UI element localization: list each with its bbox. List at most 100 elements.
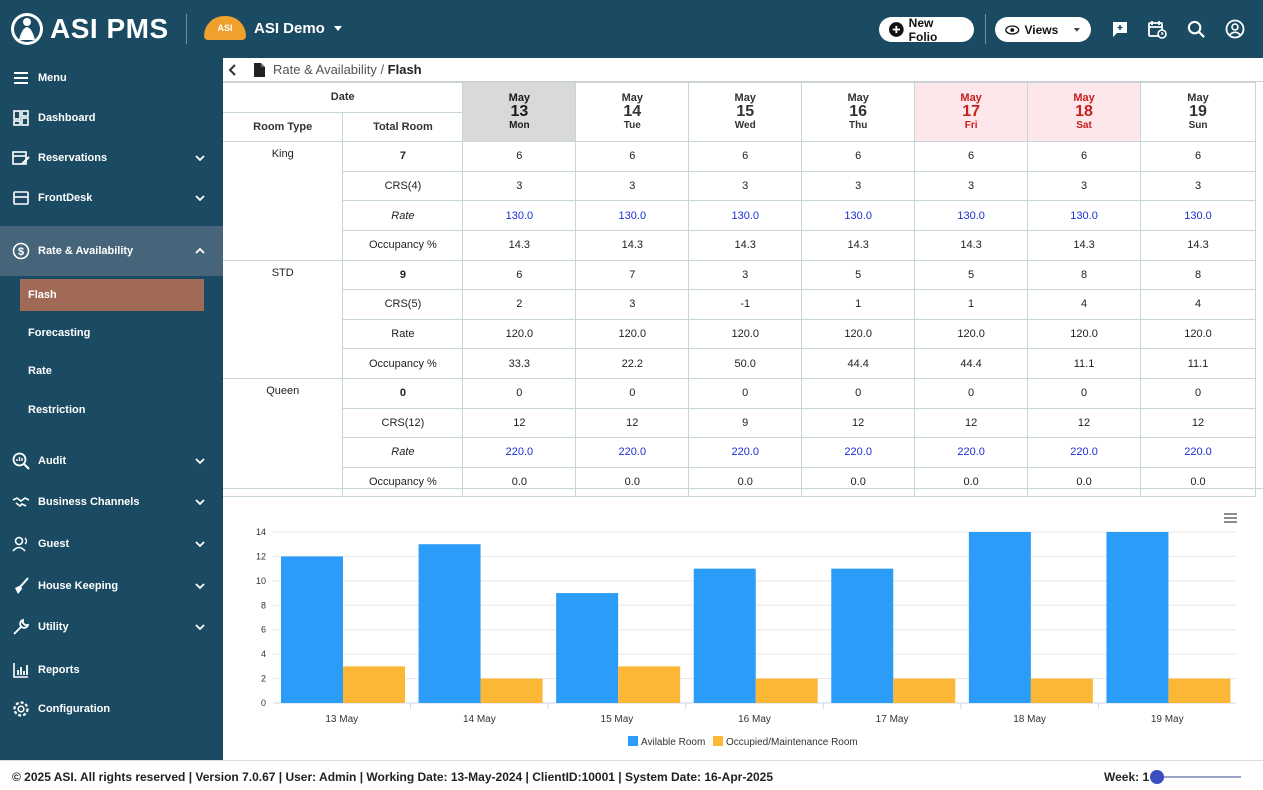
chart-bar bbox=[556, 593, 619, 703]
grid-cell[interactable]: 220.0 bbox=[1140, 437, 1256, 468]
grid-cell: 33.3 bbox=[462, 348, 577, 379]
grid-cell[interactable]: 220.0 bbox=[914, 437, 1029, 468]
sidebar-item-menu[interactable]: Menu bbox=[0, 58, 223, 98]
grid-cell: 44.4 bbox=[801, 348, 916, 379]
main-content: Rate & Availability / Flash Date May 13 Mo… bbox=[223, 58, 1263, 760]
chart-bar bbox=[618, 666, 681, 703]
grid-cell: 14.3 bbox=[1027, 229, 1142, 261]
grid-cell[interactable]: 120.0 bbox=[914, 318, 1029, 350]
grid-cell[interactable]: 220.0 bbox=[688, 437, 803, 468]
y-tick-label: 2 bbox=[261, 674, 266, 684]
grid-cell: 9 bbox=[688, 407, 803, 439]
y-tick-label: 8 bbox=[261, 600, 266, 610]
x-tick-label: 16 May bbox=[738, 714, 771, 725]
sidebar-item-business-channels[interactable]: Business Channels bbox=[0, 482, 223, 522]
chart-menu-icon[interactable] bbox=[1224, 513, 1237, 523]
grid-cell[interactable]: 220.0 bbox=[1027, 437, 1142, 468]
week-slider[interactable]: Week: 1 bbox=[1104, 769, 1244, 785]
y-tick-label: 14 bbox=[256, 527, 266, 537]
grid-cell[interactable]: 130.0 bbox=[914, 200, 1029, 231]
date-weekday: Mon bbox=[509, 120, 530, 132]
legend-item[interactable]: Occupied/Maintenance Room bbox=[713, 736, 858, 748]
sidebar-item-label: Guest bbox=[38, 538, 70, 550]
grid-cell: 0 bbox=[575, 377, 690, 409]
grid-cell[interactable]: 120.0 bbox=[1140, 318, 1256, 350]
grid-cell[interactable]: 130.0 bbox=[1140, 200, 1256, 231]
sidebar-subitem-flash[interactable]: Flash bbox=[20, 279, 204, 311]
chevron-down-icon bbox=[195, 624, 205, 631]
calendar-clock-icon[interactable] bbox=[1146, 18, 1168, 40]
grid-cell[interactable]: 120.0 bbox=[462, 318, 577, 350]
chevron-down-icon bbox=[195, 195, 205, 202]
grid-cell: 0.0 bbox=[1027, 466, 1142, 498]
chart-bar bbox=[343, 666, 405, 703]
date-column-header[interactable]: May 18 Sat bbox=[1027, 81, 1142, 143]
property-selector[interactable]: ASI ASI Demo bbox=[204, 16, 343, 40]
total-room-row: King 7 6 6 6 6 6 6 6 bbox=[223, 141, 1256, 261]
sidebar-item-guest[interactable]: Guest bbox=[0, 524, 223, 564]
grid-cell: 14.3 bbox=[914, 229, 1029, 261]
sidebar-item-house-keeping[interactable]: House Keeping bbox=[0, 566, 223, 606]
logo-person-icon bbox=[11, 13, 43, 45]
grid-cell[interactable]: 120.0 bbox=[1027, 318, 1142, 350]
grid-cell: 12 bbox=[1027, 407, 1142, 439]
legend-item[interactable]: Avilable Room bbox=[628, 736, 705, 748]
eye-icon bbox=[1005, 24, 1020, 35]
grid-cell: 12 bbox=[1140, 407, 1256, 439]
date-weekday: Tue bbox=[623, 120, 641, 132]
sidebar-item-frontdesk[interactable]: FrontDesk bbox=[0, 178, 223, 218]
sidebar-item-dashboard[interactable]: Dashboard bbox=[0, 98, 223, 138]
date-column-header[interactable]: May 16 Thu bbox=[801, 81, 916, 143]
date-column-header[interactable]: May 13 Mon bbox=[462, 81, 577, 143]
week-slider-track[interactable] bbox=[1149, 769, 1244, 785]
caret-down-icon bbox=[333, 26, 342, 31]
search-icon[interactable] bbox=[1185, 18, 1207, 40]
footer-info: © 2025 ASI. All rights reserved | Versio… bbox=[12, 770, 774, 784]
sidebar-item-audit[interactable]: Audit bbox=[0, 441, 223, 481]
sidebar-item-reservations[interactable]: Reservations bbox=[0, 138, 223, 178]
crs-row: CRS(5) 2 3 -1 1 1 4 4 bbox=[223, 289, 1256, 320]
grid-cell[interactable]: 130.0 bbox=[575, 200, 690, 231]
grid-cell[interactable]: 130.0 bbox=[688, 200, 803, 231]
grid-cell[interactable]: 120.0 bbox=[575, 318, 690, 350]
date-weekday: Sat bbox=[1076, 120, 1092, 132]
date-column-header[interactable]: May 19 Sun bbox=[1140, 81, 1256, 143]
message-icon[interactable] bbox=[1109, 18, 1131, 40]
sidebar-item-rate-availability[interactable]: $ Rate & Availability bbox=[0, 226, 223, 276]
grid-cell: 6 bbox=[462, 259, 577, 291]
date-column-header[interactable]: May 14 Tue bbox=[575, 81, 690, 143]
new-folio-label: New Folio bbox=[908, 15, 938, 44]
grid-cell[interactable]: 120.0 bbox=[801, 318, 916, 350]
views-dropdown[interactable]: Views bbox=[995, 17, 1091, 42]
grid-cell[interactable]: 130.0 bbox=[462, 200, 577, 231]
grid-cell[interactable]: 220.0 bbox=[575, 437, 690, 468]
sidebar-subitem-restriction[interactable]: Restriction bbox=[20, 394, 204, 426]
grid-cell[interactable]: 120.0 bbox=[688, 318, 803, 350]
date-column-header[interactable]: May 17 Fri bbox=[914, 81, 1029, 143]
grid-cell: 0 bbox=[801, 377, 916, 409]
date-column-header[interactable]: May 15 Wed bbox=[688, 81, 803, 143]
grid-cell[interactable]: 130.0 bbox=[801, 200, 916, 231]
sidebar-subitem-rate[interactable]: Rate bbox=[20, 355, 204, 387]
sidebar-item-configuration[interactable]: Configuration bbox=[0, 689, 223, 729]
sidebar-item-reports[interactable]: Reports bbox=[0, 650, 223, 690]
bar-chart-icon bbox=[13, 663, 28, 678]
grid-cell: 0.0 bbox=[801, 466, 916, 498]
week-slider-handle[interactable] bbox=[1150, 770, 1165, 784]
grid-cell: 1 bbox=[914, 289, 1029, 320]
new-folio-button[interactable]: New Folio bbox=[879, 15, 974, 44]
sidebar-subitem-forecasting[interactable]: Forecasting bbox=[20, 317, 204, 349]
sidebar-item-utility[interactable]: Utility bbox=[0, 607, 223, 647]
grid-cell[interactable]: 220.0 bbox=[462, 437, 577, 468]
grid-cell[interactable]: 220.0 bbox=[801, 437, 916, 468]
chart-bar bbox=[1106, 532, 1169, 703]
divider bbox=[223, 488, 1263, 489]
grid-cell: 3 bbox=[575, 289, 690, 320]
x-tick-label: 19 May bbox=[1151, 714, 1184, 725]
breadcrumb-parent[interactable]: Rate & Availability bbox=[273, 62, 377, 77]
back-chevron-icon[interactable] bbox=[227, 63, 239, 77]
app-logo: ASI PMS bbox=[10, 12, 169, 46]
grid-cell[interactable]: 130.0 bbox=[1027, 200, 1142, 231]
menu-icon bbox=[14, 72, 28, 84]
user-account-icon[interactable] bbox=[1224, 18, 1246, 40]
